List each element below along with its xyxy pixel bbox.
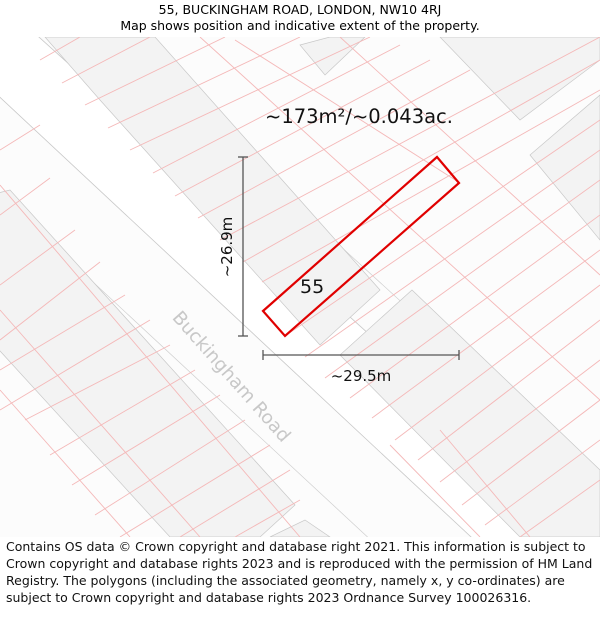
property-map[interactable]: Buckingham Road — [0, 37, 600, 537]
vertical-dimension-label: ~26.9m — [218, 216, 236, 278]
area-label: ~173m²/~0.043ac. — [265, 105, 453, 128]
parcel-boundaries — [0, 37, 600, 537]
dimension-horizontal — [262, 350, 460, 360]
attribution-text: Contains OS data © Crown copyright and d… — [6, 539, 593, 605]
dimension-vertical — [238, 156, 248, 337]
map-header: 55, BUCKINGHAM ROAD, LONDON, NW10 4RJ Ma… — [0, 0, 600, 37]
buildings — [0, 37, 600, 537]
map-canvas — [0, 37, 600, 537]
property-boundary-55[interactable] — [261, 155, 461, 338]
horizontal-dimension-label: ~29.5m — [330, 367, 392, 385]
property-address-title: 55, BUCKINGHAM ROAD, LONDON, NW10 4RJ — [158, 2, 442, 17]
plot-number-label: 55 — [300, 276, 325, 298]
map-subtitle: Map shows position and indicative extent… — [120, 18, 480, 33]
